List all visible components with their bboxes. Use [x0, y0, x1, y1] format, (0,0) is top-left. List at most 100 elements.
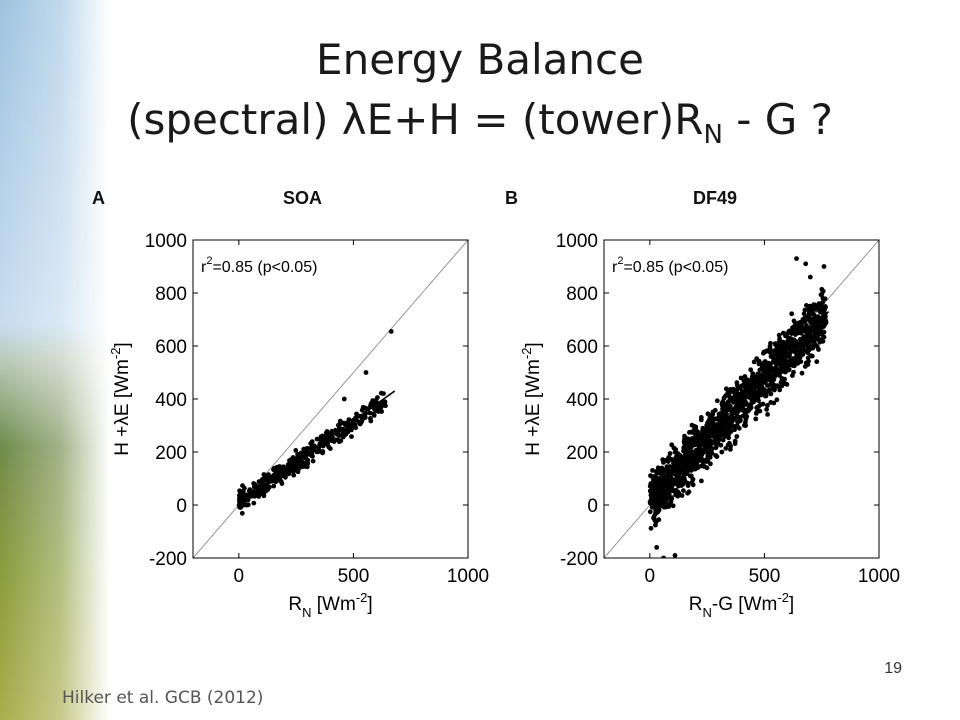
- data-point: [685, 437, 691, 443]
- x-tick-label: 1000: [858, 566, 900, 587]
- citation: Hilker et al. GCB (2012): [62, 688, 264, 708]
- data-point: [655, 465, 661, 471]
- y-tick-label: 800: [155, 284, 187, 305]
- data-point: [251, 481, 257, 486]
- data-point: [820, 338, 826, 344]
- data-point: [706, 443, 712, 449]
- data-point: [661, 555, 666, 558]
- data-point: [705, 453, 711, 459]
- data-point: [314, 449, 320, 455]
- annotation-superscript: 2: [617, 255, 623, 267]
- y-tick-label: 800: [566, 284, 598, 305]
- y-tick-label: -200: [560, 549, 598, 570]
- data-point: [660, 457, 666, 462]
- data-point: [714, 454, 720, 459]
- data-point: [793, 339, 799, 344]
- data-point: [303, 448, 309, 454]
- data-point: [740, 413, 746, 419]
- data-point: [686, 489, 692, 495]
- data-point: [367, 410, 373, 416]
- data-point: [712, 424, 718, 430]
- y-tick-label: 400: [566, 390, 598, 411]
- data-point: [820, 295, 826, 301]
- data-point: [648, 525, 654, 531]
- data-point: [737, 384, 743, 390]
- data-point: [297, 465, 302, 471]
- data-point: [740, 395, 746, 400]
- data-point: [732, 438, 738, 444]
- data-point: [742, 389, 747, 395]
- data-point: [320, 433, 325, 439]
- y-label-text: ]: [523, 342, 544, 347]
- r-squared-annotation: r2=0.85 (p<0.05): [201, 255, 317, 276]
- data-point: [666, 455, 672, 460]
- data-point: [801, 311, 807, 317]
- panel-a-site-label: SOA: [283, 188, 323, 208]
- data-point: [695, 454, 701, 459]
- y-label-text: H +λE [Wm: [523, 359, 544, 456]
- data-point: [663, 492, 669, 498]
- data-point: [370, 398, 376, 404]
- x-label-text: ]: [789, 594, 794, 615]
- data-point: [735, 420, 740, 425]
- data-point: [310, 458, 316, 464]
- data-point: [772, 341, 778, 346]
- data-point: [295, 469, 301, 475]
- x-label-text: R: [288, 594, 302, 615]
- data-point: [368, 416, 373, 421]
- data-point: [310, 453, 315, 459]
- data-point: [671, 445, 677, 451]
- y-tick-label: 1000: [556, 231, 598, 252]
- data-point: [732, 427, 737, 433]
- data-point: [702, 426, 708, 432]
- data-point: [775, 384, 781, 389]
- data-point: [759, 388, 764, 394]
- regression-line: [649, 310, 830, 501]
- data-point: [816, 347, 821, 352]
- data-point: [747, 405, 752, 411]
- annotation-text: =0.85 (p<0.05): [212, 259, 317, 276]
- data-point: [822, 307, 827, 312]
- data-point: [811, 338, 816, 344]
- x-label-superscript: -2: [777, 590, 789, 605]
- data-point: [305, 461, 311, 466]
- data-point: [727, 419, 733, 424]
- data-point: [729, 424, 735, 429]
- data-point: [672, 466, 678, 472]
- y-label-superscript: -2: [519, 348, 534, 360]
- data-point: [349, 422, 355, 428]
- data-point: [346, 427, 351, 433]
- data-point: [302, 464, 308, 469]
- data-point: [651, 513, 657, 519]
- data-point: [704, 465, 710, 471]
- data-point: [678, 470, 684, 476]
- data-point: [379, 409, 384, 414]
- data-point: [728, 397, 734, 403]
- data-point: [735, 414, 741, 419]
- data-point: [707, 421, 713, 426]
- data-point: [299, 459, 305, 465]
- data-point: [699, 478, 704, 484]
- data-point: [362, 405, 368, 411]
- data-point: [699, 437, 705, 443]
- data-point: [280, 473, 286, 478]
- y-tick-label: -200: [149, 549, 187, 570]
- data-point: [261, 472, 267, 477]
- data-point: [320, 449, 326, 454]
- regression-line: [238, 390, 396, 504]
- data-point: [770, 386, 776, 392]
- data-point: [708, 438, 714, 444]
- data-point: [693, 424, 699, 430]
- data-point: [679, 493, 685, 498]
- data-point: [668, 485, 673, 490]
- title-line-2-main: (spectral) λE+H = (tower)R: [127, 95, 704, 144]
- data-point: [689, 480, 695, 485]
- data-point: [689, 422, 695, 428]
- data-point: [773, 351, 778, 357]
- data-point: [812, 303, 818, 309]
- data-point: [290, 466, 295, 471]
- data-point: [681, 488, 686, 493]
- data-point: [713, 444, 719, 450]
